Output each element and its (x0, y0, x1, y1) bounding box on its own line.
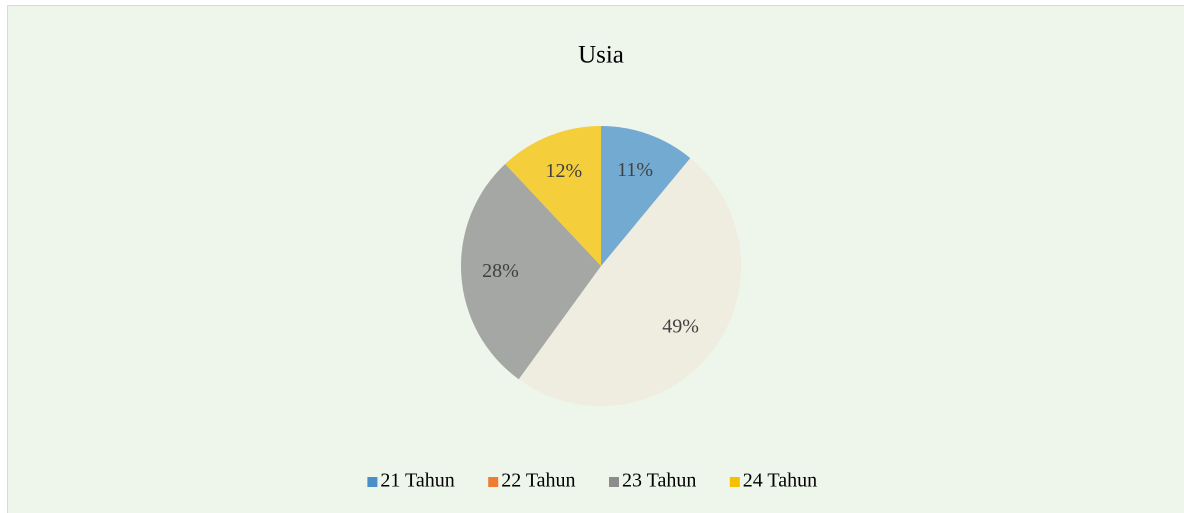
legend-swatch (730, 477, 740, 487)
legend-swatch (488, 477, 498, 487)
legend-swatch (367, 477, 377, 487)
chart-title: Usia (578, 42, 624, 69)
legend-label: 21 Tahun (380, 470, 454, 492)
legend-label: 23 Tahun (622, 470, 696, 492)
legend-swatch (609, 477, 619, 487)
legend-label: 22 Tahun (501, 470, 575, 492)
data-label: 49% (662, 315, 699, 337)
data-label: 11% (617, 159, 653, 181)
legend-label: 24 Tahun (743, 470, 817, 492)
data-label: 28% (482, 260, 519, 282)
data-label: 12% (546, 160, 583, 182)
page: Usia 11% 49% 28% 12% 21 Tahun 22 Tahun 23 Tahu… (0, 0, 1184, 513)
chart: Usia 11% 49% 28% 12% 21 Tahun 22 Tahun 23 Tahu… (0, 0, 1184, 513)
